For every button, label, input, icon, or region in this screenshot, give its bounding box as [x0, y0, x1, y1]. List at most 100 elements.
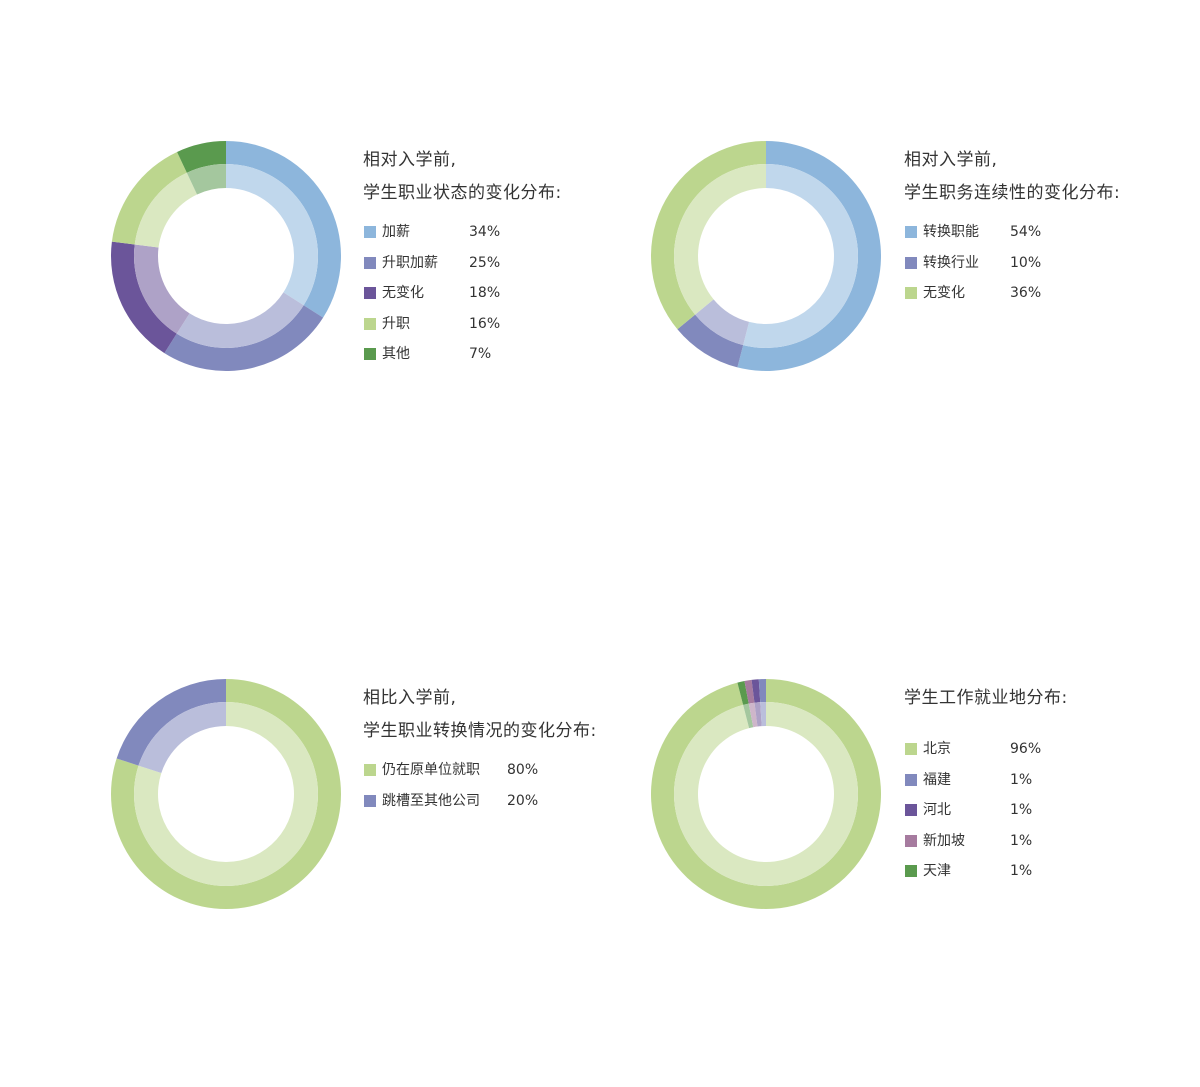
- legend-label: 无变化: [923, 285, 965, 302]
- data-label: 7%: [469, 346, 492, 363]
- data-label: 1%: [1010, 802, 1033, 819]
- legend-swatch: [364, 348, 376, 361]
- legend-swatch: [364, 287, 376, 300]
- data-label: 20%: [507, 792, 539, 809]
- slice-outer-福建: [758, 679, 766, 703]
- donut-chart-3: [111, 679, 342, 909]
- slice-outer-转换行业: [677, 314, 744, 368]
- slice-inner-转换行业: [695, 299, 750, 346]
- slice-inner-福建: [760, 702, 766, 727]
- slice-outer-升职加薪: [164, 305, 324, 372]
- legend-swatch: [905, 743, 917, 755]
- legend-item: 无变化 36%: [904, 283, 1120, 314]
- donut-chart-2: [650, 141, 881, 371]
- donut-chart-4: [650, 679, 881, 909]
- data-label: 54%: [1010, 224, 1042, 240]
- legend-label: 其他: [382, 346, 410, 363]
- legend-1: 相对入学前, 学生职业状态的变化分布: 加薪 34% 升职加薪 25% 无变化 18% 升职 16…: [363, 144, 562, 375]
- legend-label: 福建: [923, 771, 951, 788]
- slice-outer-跳槽至其他公司: [116, 679, 226, 766]
- data-label: 34%: [469, 224, 501, 240]
- data-label: 36%: [1010, 285, 1042, 302]
- legend-label: 新加坡: [923, 832, 965, 849]
- slice-inner-无变化: [674, 164, 766, 315]
- legend-item: 无变化 18%: [363, 283, 562, 314]
- slice-outer-加薪: [226, 141, 341, 318]
- slice-inner-加薪: [226, 164, 318, 306]
- legend-item: 其他 7%: [363, 344, 562, 375]
- legend-swatch: [905, 226, 917, 238]
- donut-chart-1: [111, 141, 341, 372]
- legend-item: 河北 1%: [904, 800, 1068, 831]
- legend-item: 仍在原单位就职 80%: [363, 760, 597, 791]
- legend-item: 升职 16%: [363, 314, 562, 345]
- legend-swatch: [905, 287, 917, 300]
- legend-label: 无变化: [382, 285, 424, 302]
- chart-title: 相对入学前,: [363, 150, 457, 170]
- legend-label: 升职加薪: [382, 254, 438, 271]
- legend-item: 北京 96%: [904, 739, 1068, 770]
- legend-3: 相比入学前, 学生职业转换情况的变化分布: 仍在原单位就职 80% 跳槽至其他公司 20%: [363, 682, 597, 821]
- data-label: 1%: [1010, 771, 1033, 788]
- data-label: 1%: [1010, 863, 1033, 880]
- slice-inner-天津: [743, 703, 754, 729]
- slice-inner-跳槽至其他公司: [138, 702, 226, 773]
- legend-label: 仍在原单位就职: [382, 762, 480, 778]
- legend-4: 学生工作就业地分布: 北京 96% 福建 1% 河北 1% 新加坡 1% 天津 1%: [904, 682, 1068, 892]
- legend-item: 加薪 34%: [363, 222, 562, 253]
- legend-item: 新加坡 1%: [904, 831, 1068, 862]
- data-label: 80%: [507, 762, 539, 778]
- slice-outer-无变化: [111, 241, 177, 354]
- legend-label: 天津: [923, 863, 951, 880]
- legend-swatch: [905, 256, 917, 269]
- chart-title: 相比入学前,: [363, 688, 457, 708]
- legend-item: 福建 1%: [904, 770, 1068, 801]
- data-label: 16%: [469, 315, 501, 332]
- slice-outer-河北: [751, 679, 761, 703]
- data-label: 25%: [469, 254, 501, 271]
- legend-label: 升职: [382, 315, 410, 332]
- legend-2: 相对入学前, 学生职务连续性的变化分布: 转换职能 54% 转换行业 10% 无变化 36%: [904, 144, 1120, 314]
- legend-swatch: [905, 834, 917, 847]
- slice-inner-北京: [673, 702, 858, 887]
- legend-item: 天津 1%: [904, 861, 1068, 892]
- chart-title: 相对入学前,: [904, 150, 998, 170]
- slice-inner-升职加薪: [176, 292, 304, 348]
- legend-swatch: [905, 804, 917, 817]
- legend-label: 跳槽至其他公司: [382, 792, 480, 809]
- chart-title: 学生工作就业地分布:: [904, 688, 1068, 708]
- legend-swatch: [364, 317, 376, 330]
- slice-outer-转换职能: [737, 141, 881, 371]
- data-label: 18%: [469, 285, 501, 302]
- legend-label: 加薪: [382, 224, 410, 240]
- legend-swatch: [905, 865, 917, 878]
- legend-label: 转换行业: [923, 254, 979, 271]
- legend-swatch: [364, 794, 376, 807]
- slice-inner-河北: [754, 702, 762, 727]
- data-label: 10%: [1010, 254, 1042, 271]
- chart-title: 学生职务连续性的变化分布:: [904, 183, 1121, 203]
- legend-label: 河北: [923, 802, 951, 819]
- data-label: 96%: [1010, 741, 1042, 757]
- slice-outer-天津: [737, 681, 749, 705]
- slice-inner-新加坡: [748, 702, 758, 728]
- slice-inner-升职: [134, 172, 198, 248]
- slice-inner-其他: [186, 164, 226, 195]
- slice-outer-其他: [177, 141, 226, 173]
- legend-item: 转换职能 54%: [904, 222, 1120, 253]
- slice-inner-无变化: [134, 244, 190, 334]
- legend-swatch: [905, 773, 917, 786]
- legend-swatch: [364, 256, 376, 269]
- slice-inner-转换职能: [743, 164, 859, 348]
- legend-item: 跳槽至其他公司 20%: [363, 791, 597, 822]
- data-label: 1%: [1010, 832, 1033, 849]
- slice-outer-新加坡: [744, 679, 755, 704]
- chart-title: 学生职业转换情况的变化分布:: [363, 721, 597, 741]
- legend-swatch: [364, 226, 376, 238]
- chart-title: 学生职业状态的变化分布:: [363, 183, 562, 203]
- slice-outer-升职: [111, 151, 187, 245]
- legend-label: 转换职能: [923, 224, 979, 240]
- legend-item: 升职加薪 25%: [363, 253, 562, 284]
